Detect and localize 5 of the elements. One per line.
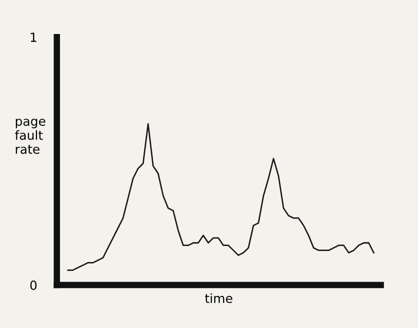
y-axis-title: page fault rate [15, 118, 46, 154]
y-tick-label: 1 [30, 32, 36, 42]
x-axis-title: time [205, 293, 232, 304]
line-series [67, 123, 374, 271]
y-tick-label: 0 [30, 280, 37, 290]
